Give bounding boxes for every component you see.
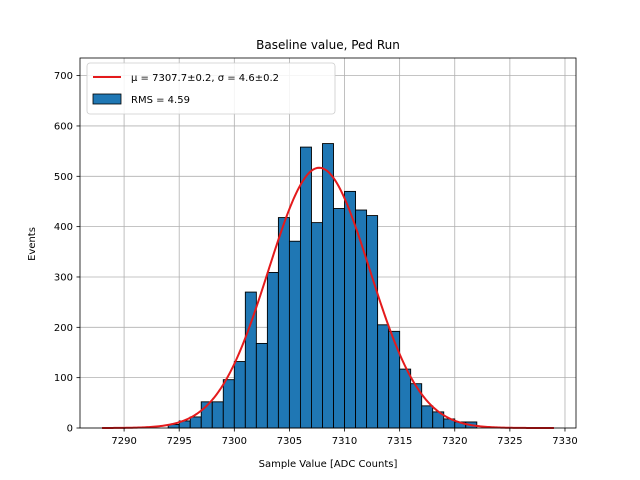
axis-ticks: 7290 7295 7300 7305 7310 7315 7320 7325 7330 0 100… (54, 71, 578, 447)
y-tick-label: 500 (54, 172, 73, 183)
x-tick-label: 7300 (222, 436, 247, 447)
y-tick-label: 300 (54, 272, 73, 283)
histogram-bar (344, 190, 357, 429)
fit-curve-layer (102, 166, 554, 429)
histogram-bar (222, 379, 235, 429)
histogram-bar (311, 222, 323, 429)
legend-fit-label: μ = 7307.7±0.2, σ = 4.6±0.2 (131, 73, 279, 84)
legend-histogram-label: RMS = 4.59 (131, 95, 190, 106)
histogram-bar (388, 330, 401, 429)
y-tick-label: 700 (54, 71, 73, 82)
histogram-bar (266, 271, 279, 429)
histogram-bar (366, 215, 379, 429)
histogram-bar (211, 401, 224, 429)
y-tick-label: 100 (54, 373, 73, 384)
x-tick-label: 7330 (552, 436, 577, 447)
histogram-bar (288, 240, 301, 429)
histogram-bar (377, 324, 390, 429)
x-axis-label: Sample Value [ADC Counts] (259, 459, 398, 470)
plot-frame (79, 57, 577, 429)
legend-histogram-swatch (92, 93, 122, 105)
y-tick-label: 600 (54, 121, 73, 132)
x-tick-label: 7325 (497, 436, 522, 447)
histogram-bar (189, 416, 202, 429)
x-tick-label: 7310 (332, 436, 357, 447)
histogram-bar (421, 405, 434, 429)
histogram-bar (399, 368, 412, 429)
histogram-bar (299, 146, 312, 429)
histogram-bar (333, 208, 345, 429)
x-tick-label: 7290 (111, 436, 136, 447)
x-tick-label: 7295 (166, 436, 191, 447)
y-tick-label: 0 (67, 424, 73, 435)
x-tick-label: 7315 (387, 436, 412, 447)
x-tick-label: 7320 (442, 436, 467, 447)
histogram-bar (255, 342, 268, 429)
histogram-bar (322, 143, 334, 429)
histogram-bar (277, 217, 290, 429)
legend-box (86, 62, 336, 115)
x-tick-label: 7305 (277, 436, 302, 447)
y-tick-label: 200 (54, 323, 73, 334)
chart-title: Baseline value, Ped Run (256, 38, 400, 52)
histogram-bar (233, 361, 246, 429)
y-axis-label: Events (27, 227, 38, 261)
gaussian-fit-curve (102, 166, 554, 429)
legend: μ = 7307.7±0.2, σ = 4.6±0.2 RMS = 4.59 (86, 62, 336, 115)
histogram-bars (167, 143, 478, 429)
y-tick-label: 400 (54, 222, 73, 233)
